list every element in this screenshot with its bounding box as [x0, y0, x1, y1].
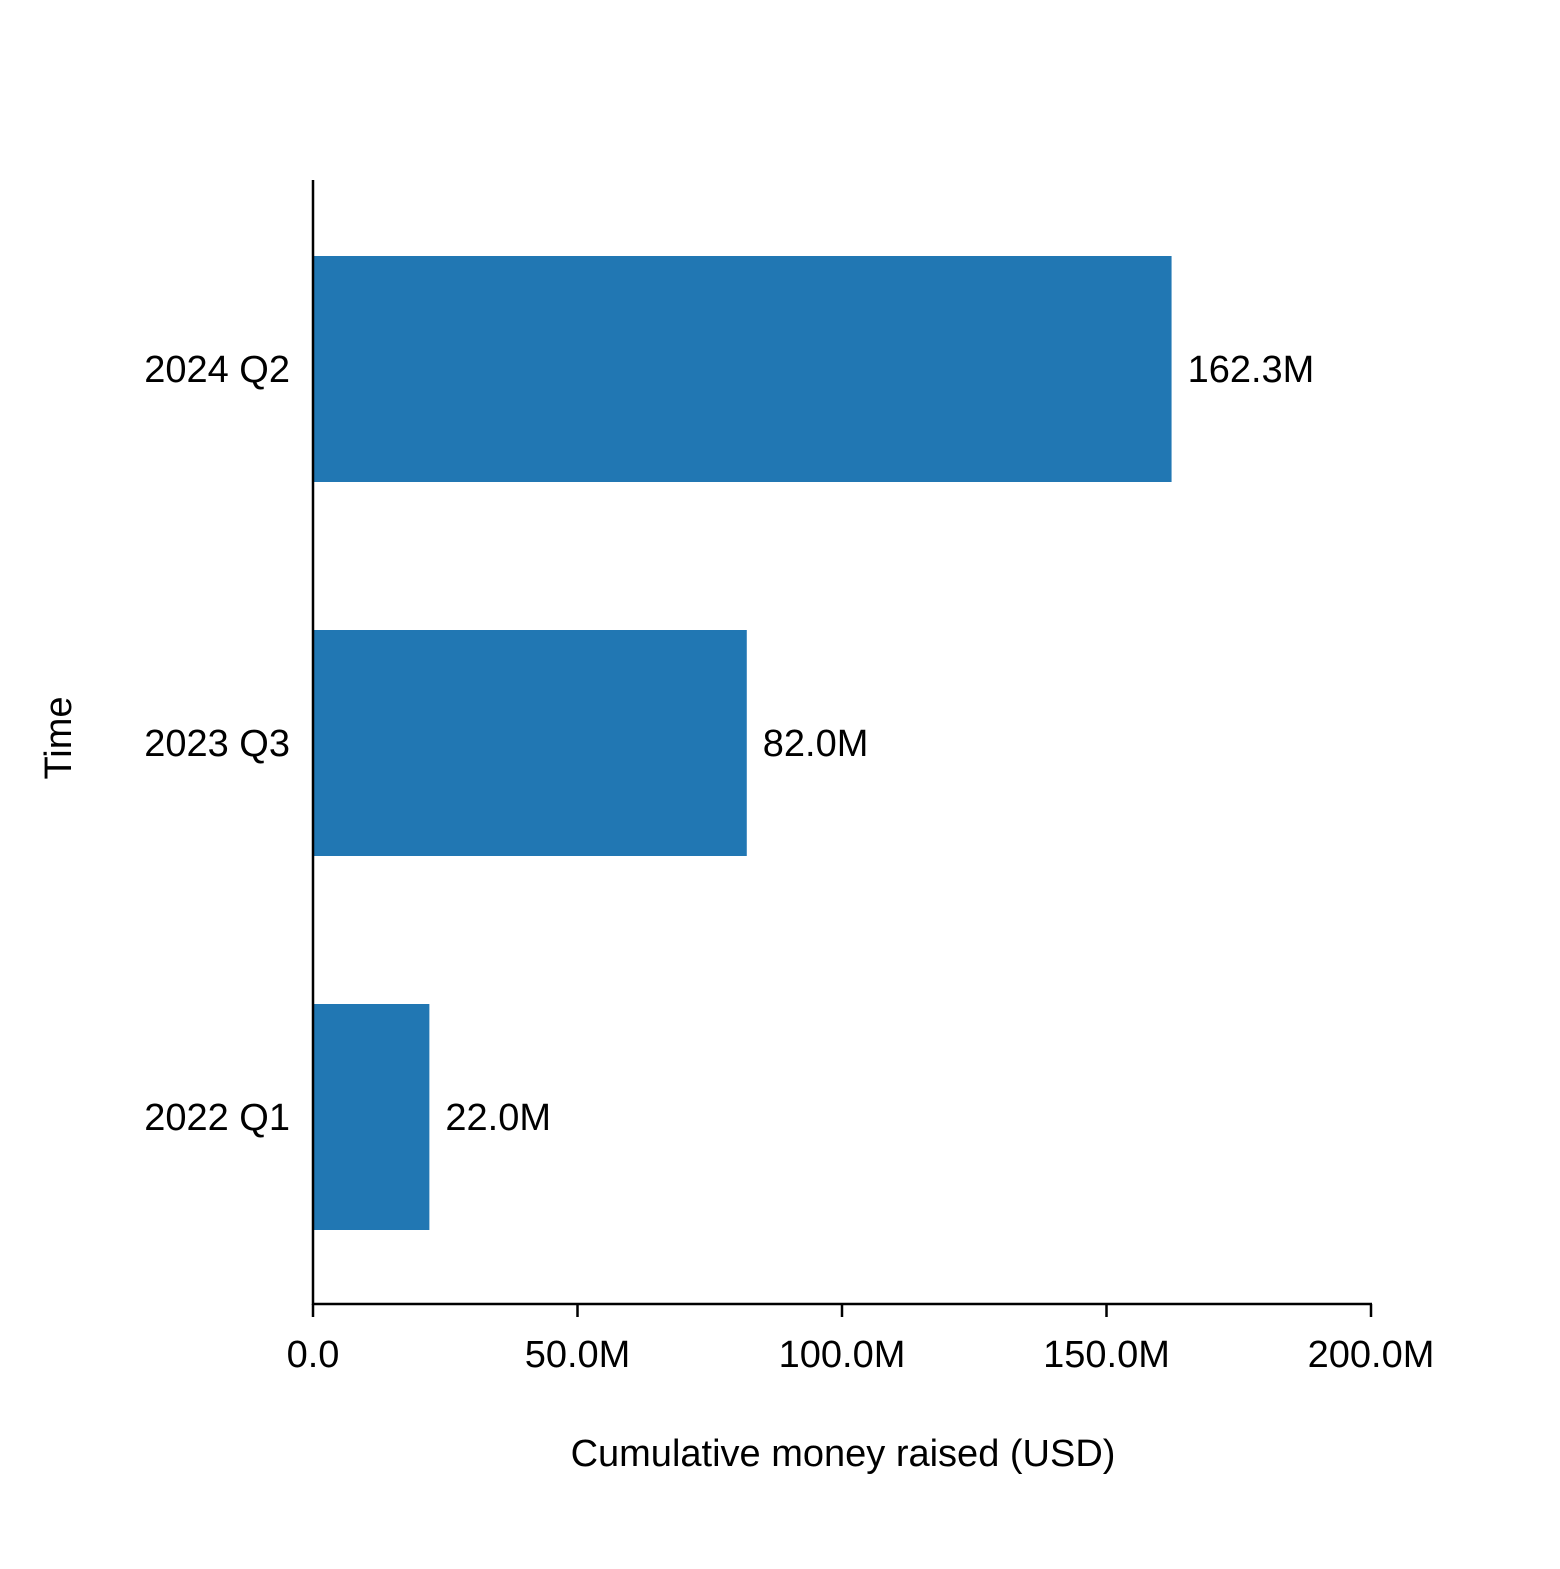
x-ticks-layer: 0.0 50.0M 100.0M 150.0M 200.0M — [287, 1304, 1435, 1376]
x-tick-label-0: 0.0 — [287, 1334, 340, 1376]
x-tick-label-4: 200.0M — [1308, 1334, 1435, 1376]
category-label-1: 2023 Q3 — [144, 723, 290, 765]
category-label-0: 2024 Q2 — [144, 349, 290, 391]
x-tick-label-3: 150.0M — [1043, 1334, 1170, 1376]
x-axis-title: Cumulative money raised (USD) — [571, 1433, 1116, 1475]
bar-1 — [313, 630, 747, 856]
bar-0 — [313, 256, 1172, 482]
x-tick-label-2: 100.0M — [779, 1334, 906, 1376]
data-label-1: 82.0M — [763, 723, 869, 765]
data-label-0: 162.3M — [1188, 349, 1315, 391]
data-label-2: 22.0M — [445, 1097, 551, 1139]
category-label-2: 2022 Q1 — [144, 1097, 290, 1139]
x-tick-label-1: 50.0M — [525, 1334, 631, 1376]
bar-2 — [313, 1004, 430, 1230]
y-axis-title: Time — [38, 696, 80, 779]
data-labels-layer: 162.3M 82.0M 22.0M — [445, 349, 1314, 1139]
bars-layer — [313, 256, 1172, 1230]
category-labels-layer: 2024 Q2 2023 Q3 2022 Q1 — [144, 349, 290, 1139]
